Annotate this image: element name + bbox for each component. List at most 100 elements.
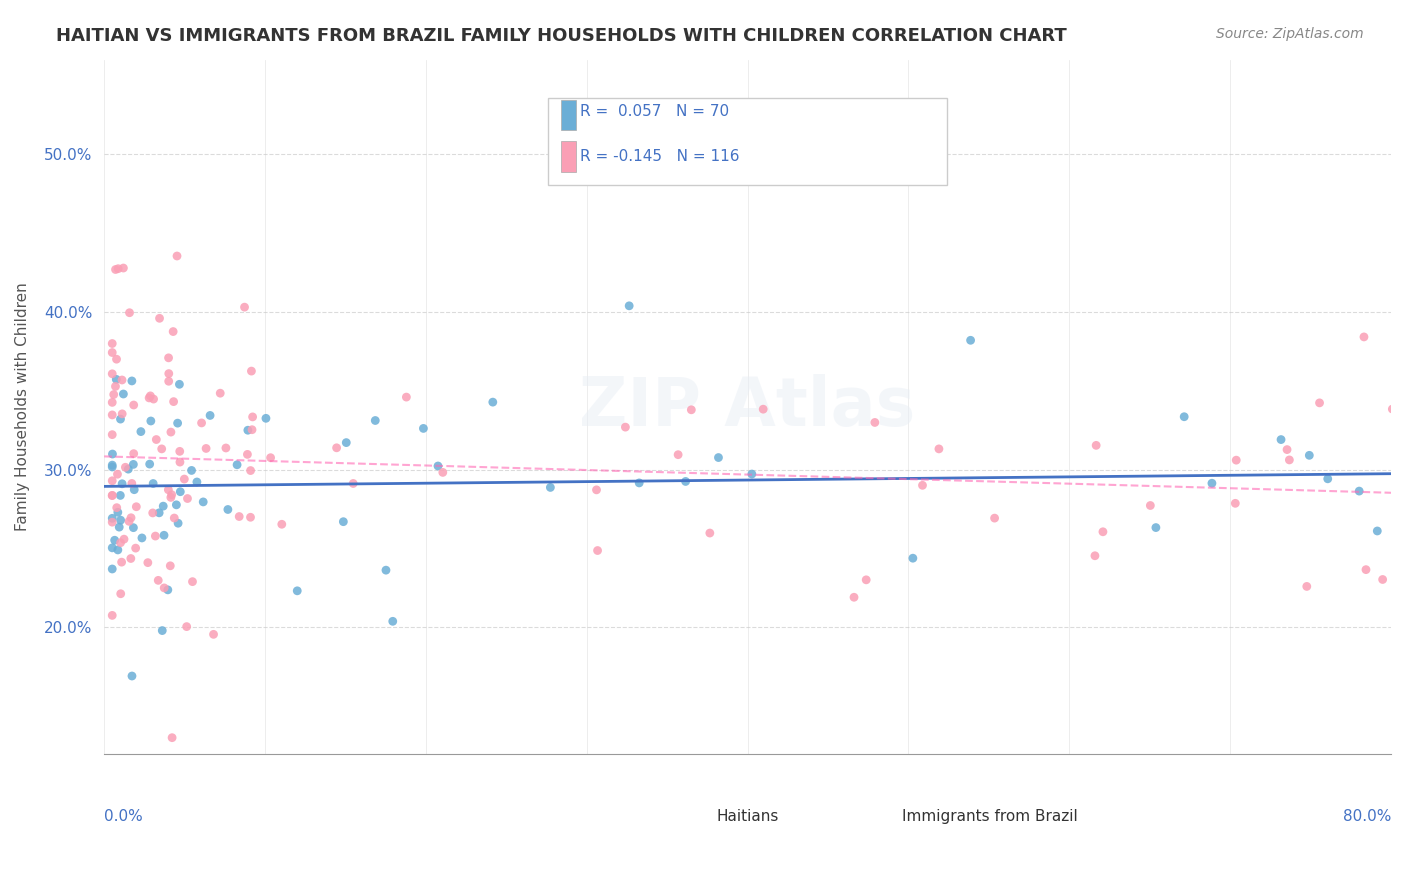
Point bbox=[120, 551, 142, 566]
Point bbox=[842, 591, 865, 605]
Point bbox=[101, 336, 124, 351]
Point bbox=[121, 669, 143, 683]
Point bbox=[1085, 438, 1108, 452]
Point bbox=[104, 533, 127, 548]
Point bbox=[107, 543, 129, 558]
Point bbox=[101, 541, 124, 555]
Point bbox=[148, 311, 170, 326]
Point bbox=[111, 476, 134, 491]
Point bbox=[160, 731, 183, 745]
Point bbox=[111, 555, 134, 569]
Point bbox=[108, 520, 131, 534]
Point bbox=[101, 608, 124, 623]
Text: 80.0%: 80.0% bbox=[1343, 809, 1391, 824]
Point bbox=[101, 488, 124, 502]
Point bbox=[342, 476, 364, 491]
Point bbox=[169, 455, 191, 469]
Point bbox=[1278, 453, 1301, 467]
Point bbox=[101, 458, 124, 472]
Point bbox=[162, 325, 184, 339]
Point bbox=[752, 402, 775, 417]
Point bbox=[911, 478, 934, 492]
Point bbox=[614, 420, 637, 434]
Point bbox=[118, 514, 141, 528]
Point bbox=[1353, 330, 1375, 344]
Text: R =  0.057   N = 70: R = 0.057 N = 70 bbox=[581, 104, 730, 120]
Point bbox=[101, 489, 124, 503]
Point bbox=[1355, 563, 1378, 577]
Point bbox=[117, 462, 139, 476]
Point bbox=[209, 386, 232, 401]
Point bbox=[1139, 499, 1161, 513]
Point bbox=[186, 475, 208, 489]
Point bbox=[101, 515, 124, 529]
Point bbox=[142, 476, 165, 491]
Point bbox=[122, 447, 145, 461]
Point bbox=[699, 526, 721, 541]
Point bbox=[101, 474, 124, 488]
Point bbox=[101, 408, 124, 422]
Point bbox=[114, 460, 136, 475]
Point bbox=[152, 499, 174, 513]
Point bbox=[1144, 520, 1167, 534]
Point bbox=[332, 515, 354, 529]
FancyBboxPatch shape bbox=[548, 98, 948, 185]
Point bbox=[112, 387, 135, 401]
Point bbox=[193, 495, 215, 509]
Point bbox=[122, 458, 145, 472]
Point bbox=[202, 627, 225, 641]
Point bbox=[169, 377, 191, 392]
Point bbox=[131, 531, 153, 545]
Point bbox=[166, 416, 188, 430]
Point bbox=[586, 543, 609, 558]
Point bbox=[1201, 476, 1223, 491]
Point bbox=[142, 506, 165, 520]
Text: Haitians: Haitians bbox=[717, 809, 779, 824]
Point bbox=[101, 367, 124, 381]
Point bbox=[236, 447, 259, 461]
Point bbox=[157, 483, 180, 497]
Point bbox=[270, 517, 292, 532]
Point bbox=[190, 416, 212, 430]
Point bbox=[145, 433, 167, 447]
FancyBboxPatch shape bbox=[561, 142, 576, 172]
Point bbox=[111, 373, 134, 387]
Point bbox=[159, 558, 181, 573]
Point bbox=[138, 391, 160, 405]
Point bbox=[617, 299, 640, 313]
Point bbox=[101, 395, 124, 409]
Point bbox=[136, 556, 159, 570]
Point bbox=[1091, 524, 1114, 539]
Text: Immigrants from Brazil: Immigrants from Brazil bbox=[903, 809, 1078, 824]
Point bbox=[110, 513, 132, 527]
Point bbox=[681, 402, 703, 417]
Point bbox=[107, 505, 129, 519]
Point bbox=[124, 541, 146, 555]
Point bbox=[217, 502, 239, 516]
Point bbox=[173, 472, 195, 486]
Point bbox=[157, 351, 180, 365]
Point bbox=[666, 448, 689, 462]
Point bbox=[254, 411, 277, 425]
Point bbox=[104, 262, 127, 277]
Text: R = -0.145   N = 116: R = -0.145 N = 116 bbox=[581, 149, 740, 164]
Point bbox=[104, 379, 127, 393]
Y-axis label: Family Households with Children: Family Households with Children bbox=[15, 282, 30, 531]
Point bbox=[157, 367, 180, 381]
Point bbox=[112, 260, 135, 275]
Point bbox=[240, 364, 263, 378]
Point bbox=[110, 488, 132, 502]
Point bbox=[195, 442, 218, 456]
Point bbox=[101, 459, 124, 474]
Point bbox=[239, 510, 262, 524]
Point bbox=[1173, 409, 1195, 424]
Point bbox=[160, 491, 183, 505]
Point bbox=[125, 500, 148, 514]
Point bbox=[142, 392, 165, 406]
Point bbox=[101, 345, 124, 359]
Point bbox=[122, 483, 145, 497]
FancyBboxPatch shape bbox=[690, 802, 706, 820]
Point bbox=[107, 467, 129, 482]
Point bbox=[101, 447, 124, 461]
Text: HAITIAN VS IMMIGRANTS FROM BRAZIL FAMILY HOUSEHOLDS WITH CHILDREN CORRELATION CH: HAITIAN VS IMMIGRANTS FROM BRAZIL FAMILY… bbox=[56, 27, 1067, 45]
